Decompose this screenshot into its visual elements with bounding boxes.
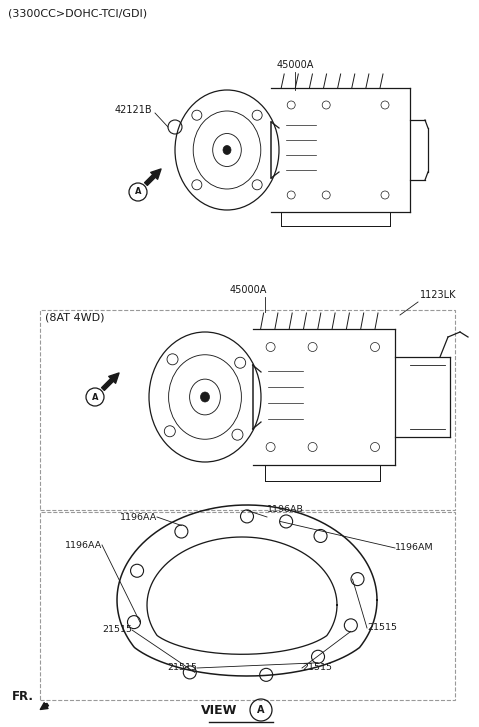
Ellipse shape bbox=[223, 145, 231, 155]
Text: 21515: 21515 bbox=[167, 664, 197, 672]
Text: 45000A: 45000A bbox=[230, 285, 267, 295]
Text: A: A bbox=[92, 393, 98, 401]
Text: 21515: 21515 bbox=[302, 664, 332, 672]
Ellipse shape bbox=[201, 392, 209, 402]
Text: A: A bbox=[135, 188, 141, 196]
Text: A: A bbox=[257, 705, 265, 715]
Text: 1196AM: 1196AM bbox=[395, 544, 433, 553]
Text: 1196AB: 1196AB bbox=[267, 505, 304, 515]
Text: (3300CC>DOHC-TCI/GDI): (3300CC>DOHC-TCI/GDI) bbox=[8, 8, 147, 18]
Bar bbox=[40, 310, 455, 510]
Text: 21515: 21515 bbox=[102, 625, 132, 635]
Text: 21515: 21515 bbox=[367, 624, 397, 632]
Text: 1196AA: 1196AA bbox=[120, 513, 157, 521]
Text: FR.: FR. bbox=[12, 691, 34, 704]
Text: 45000A: 45000A bbox=[276, 60, 314, 70]
Text: VIEW: VIEW bbox=[201, 704, 237, 717]
Text: (8AT 4WD): (8AT 4WD) bbox=[45, 313, 104, 323]
Text: 42121B: 42121B bbox=[115, 105, 153, 115]
Text: 1196AA: 1196AA bbox=[65, 540, 102, 550]
Text: 1123LK: 1123LK bbox=[420, 290, 456, 300]
Bar bbox=[40, 512, 455, 700]
